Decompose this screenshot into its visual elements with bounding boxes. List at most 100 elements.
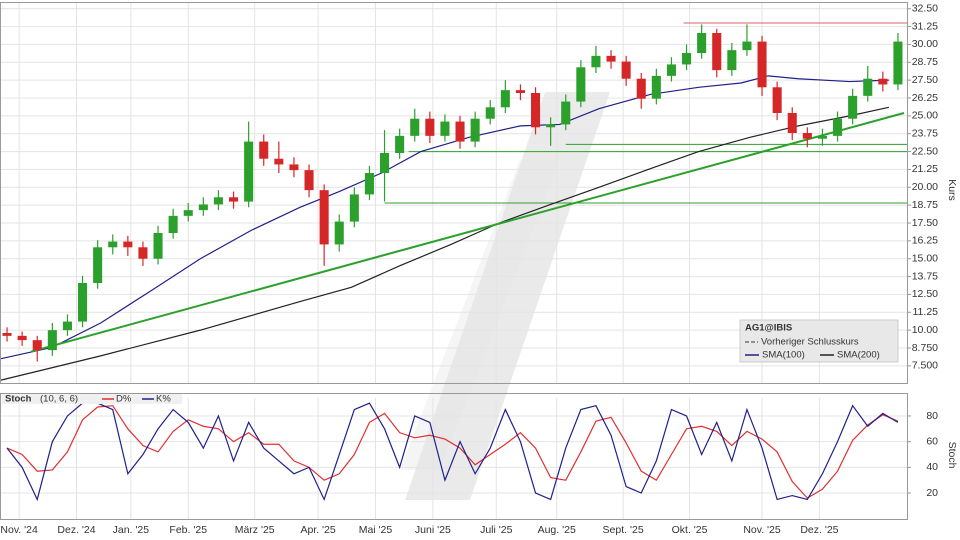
candle-body	[425, 118, 435, 136]
candle-body	[123, 241, 133, 248]
candle-body	[380, 153, 390, 173]
y-tick-label: 22.50	[912, 145, 938, 157]
candle-body	[229, 197, 239, 202]
x-tick-label: Okt. '25	[672, 524, 708, 536]
candle-body	[17, 335, 27, 341]
legend-box	[739, 319, 899, 363]
candle-body	[893, 41, 903, 85]
candle-body	[531, 93, 541, 128]
candle-body	[848, 95, 858, 119]
candle-body	[772, 87, 782, 113]
y-tick-label: 27.50	[912, 74, 938, 86]
candle-body	[2, 333, 12, 336]
candle-body	[621, 61, 631, 79]
y-tick-label: 28.75	[912, 56, 938, 68]
y-tick-label: 20.00	[912, 181, 938, 193]
y-tick-label: 31.25	[912, 20, 938, 32]
candle-body	[606, 55, 616, 62]
y-tick-label: 16.25	[912, 235, 938, 247]
x-tick-label: Aug. '25	[538, 524, 576, 536]
candle-body	[712, 33, 722, 71]
candle-body	[697, 33, 707, 53]
y-tick-label: 7.500	[912, 360, 938, 372]
candle-body	[244, 141, 254, 202]
candle-body	[364, 173, 374, 195]
candle-body	[349, 194, 359, 222]
candle-body	[515, 90, 525, 93]
x-tick-label: Nov. '24	[0, 524, 38, 536]
x-tick-label: Dez. '25	[800, 524, 838, 536]
y-tick-label: 60	[926, 435, 938, 447]
candle-body	[651, 75, 661, 99]
candle-body	[289, 164, 299, 171]
y-tick-label: 26.25	[912, 92, 938, 104]
legend-label: Vorheriger Schlusskurs	[761, 337, 859, 348]
candle-body	[802, 133, 812, 139]
y-tick-label: 8.750	[912, 342, 938, 354]
x-tick-label: März '25	[235, 524, 275, 536]
candle-body	[727, 50, 737, 71]
x-tick-label: Mai '25	[359, 524, 393, 536]
stoch-frame	[0, 393, 908, 520]
y-tick-label: 12.50	[912, 288, 938, 300]
main-frame	[0, 2, 908, 384]
candle-body	[440, 121, 450, 136]
legend-label: SMA(100)	[762, 350, 805, 361]
candle-body	[546, 124, 556, 128]
y-tick-label: 21.25	[912, 163, 938, 175]
y-tick-label: 32.50	[912, 2, 938, 14]
stoch-legend-bg	[2, 394, 182, 404]
candle-body	[213, 197, 223, 205]
trend-line	[30, 112, 905, 353]
x-tick-label: Nov. '25	[743, 524, 781, 536]
stoch-line	[6, 402, 899, 502]
candle-body	[319, 190, 329, 245]
candle-body	[153, 233, 163, 259]
candle-body	[742, 41, 752, 51]
candle-body	[500, 90, 510, 108]
stoch-title: Stoch	[5, 394, 32, 405]
candle-body	[198, 204, 208, 211]
candle-body	[47, 330, 57, 351]
watermark-shape	[400, 160, 560, 470]
x-tick-label: Juli '25	[480, 524, 513, 536]
candle-body	[32, 340, 42, 351]
candle-body	[455, 121, 465, 142]
candle-body	[93, 247, 103, 283]
candle-body	[863, 78, 873, 96]
candle-body	[259, 141, 269, 159]
y-tick-label: 15.00	[912, 252, 938, 264]
candle-body	[138, 247, 148, 259]
legend-label: D%	[116, 394, 132, 405]
x-tick-label: Apr. '25	[300, 524, 335, 536]
sma-line	[0, 106, 890, 381]
candle-body	[833, 118, 843, 136]
y-tick-label: 11.25	[913, 306, 939, 318]
y-axis-label: Stoch	[946, 442, 958, 469]
candle-body	[787, 113, 797, 133]
candle-body	[666, 64, 676, 76]
candle-body	[817, 135, 827, 139]
y-tick-label: 80	[926, 410, 938, 422]
y-axis-label: Kurs	[946, 179, 958, 201]
candle-body	[62, 321, 72, 331]
watermark	[400, 92, 610, 500]
stoch-subtitle: (10, 6, 6)	[40, 394, 78, 405]
candle-body	[304, 170, 314, 191]
legend-title: AG1@IBIS	[745, 323, 792, 334]
y-tick-label: 25.00	[912, 110, 938, 122]
candle-body	[757, 41, 767, 88]
candle-body	[183, 210, 193, 216]
y-tick-label: 23.75	[912, 127, 938, 139]
candle-body	[561, 101, 571, 125]
y-tick-label: 18.75	[912, 199, 938, 211]
x-tick-label: Jan. '25	[113, 524, 150, 536]
y-tick-label: 13.75	[912, 270, 938, 282]
candle-body	[274, 158, 284, 165]
candle-body	[878, 78, 888, 85]
x-tick-label: Feb. '25	[169, 524, 207, 536]
y-tick-label: 20	[926, 487, 938, 499]
candle-body	[636, 78, 646, 99]
